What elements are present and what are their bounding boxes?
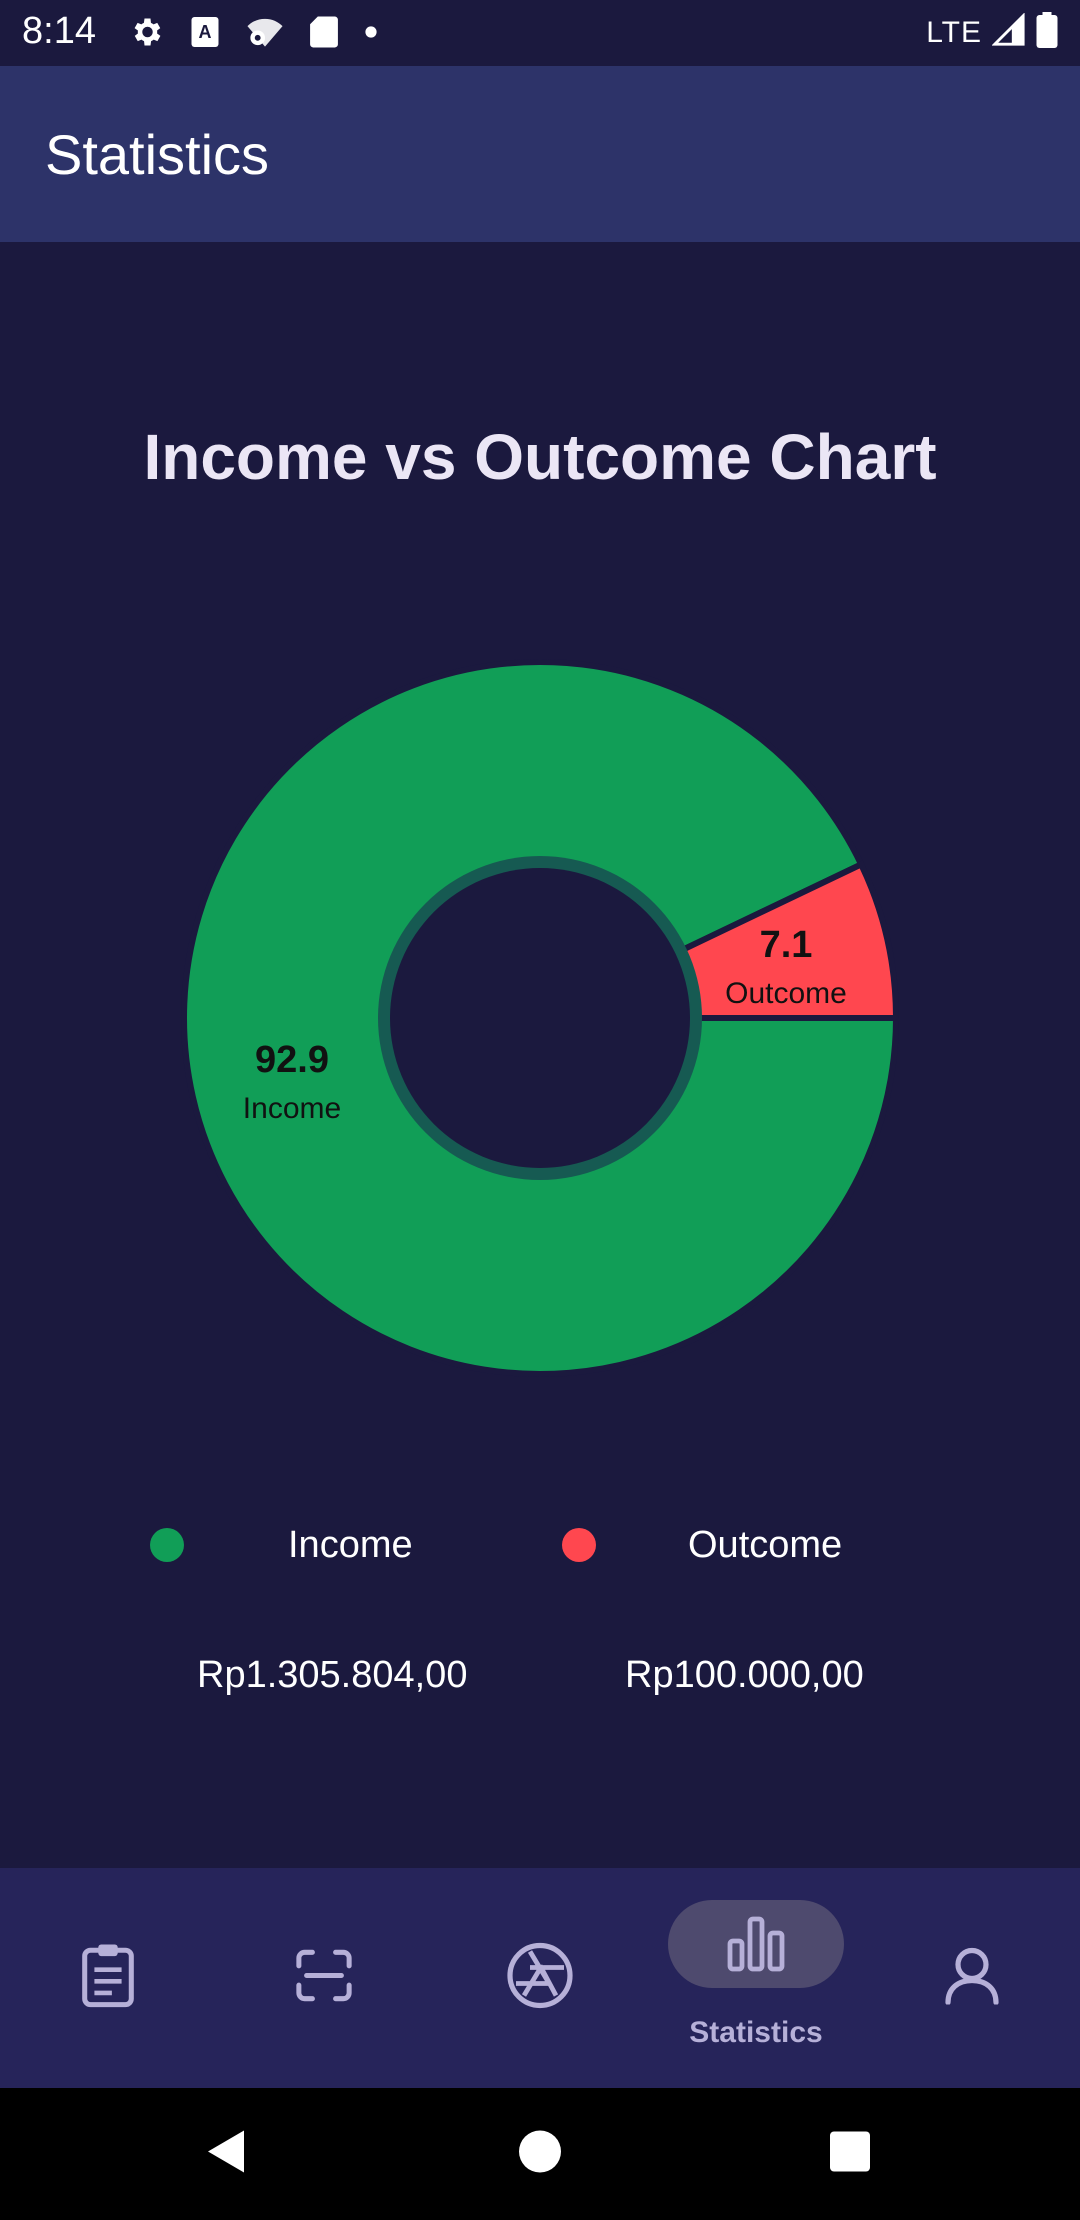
svg-text:A: A <box>199 22 212 42</box>
donut-chart[interactable]: 92.9 Income 7.1 Outcome <box>0 640 1080 1380</box>
wifi-gear-icon <box>246 15 284 49</box>
bottom-navigation: Statistics <box>0 1868 1080 2088</box>
legend-income-dot <box>150 1528 184 1562</box>
income-amount: Rp1.305.804,00 <box>197 1654 468 1696</box>
donut-hole <box>390 868 690 1168</box>
back-icon[interactable] <box>206 2129 246 2180</box>
nav-item-profile[interactable] <box>864 1868 1080 2088</box>
outcome-amount: Rp100.000,00 <box>625 1654 864 1696</box>
camera-shutter-icon <box>506 1942 574 2015</box>
slice-label-outcome: Outcome <box>725 977 847 1010</box>
slice-value-income: 92.9 <box>255 1039 329 1081</box>
chart-legend: Income Outcome <box>0 1516 1080 1576</box>
nav-item-camera[interactable] <box>432 1868 648 2088</box>
nav-item-statistics[interactable]: Statistics <box>648 1868 864 2088</box>
home-icon[interactable] <box>519 2130 561 2178</box>
legend-outcome-label: Outcome <box>688 1524 843 1566</box>
slice-value-outcome: 7.1 <box>760 924 813 966</box>
nav-label-statistics: Statistics <box>689 2016 823 2049</box>
bar-chart-icon <box>727 1916 785 1972</box>
network-type: LTE <box>926 15 982 49</box>
scan-icon <box>295 1948 353 2009</box>
recents-icon[interactable] <box>830 2131 870 2177</box>
page-title: Statistics <box>45 123 270 186</box>
dot-icon <box>364 25 378 39</box>
nav-item-notes[interactable] <box>0 1868 216 2088</box>
system-navigation-bar <box>0 2088 1080 2220</box>
app-bar: Statistics <box>0 66 1080 242</box>
nav-active-indicator <box>668 1900 844 1988</box>
gear-icon <box>128 14 164 50</box>
sd-card-icon <box>310 15 338 49</box>
slice-label-income: Income <box>243 1092 341 1125</box>
legend-income-label: Income <box>288 1524 413 1566</box>
legend-outcome-dot <box>562 1528 596 1562</box>
battery-icon <box>1036 12 1058 53</box>
person-icon <box>944 1947 1000 2010</box>
status-time: 8:14 <box>22 10 96 52</box>
chart-title: Income vs Outcome Chart <box>143 421 937 493</box>
nav-item-scan[interactable] <box>216 1868 432 2088</box>
signal-icon <box>991 12 1026 52</box>
text-a-icon: A <box>190 15 220 49</box>
notes-icon <box>80 1943 136 2014</box>
status-bar: 8:14 A LTE <box>0 0 1080 66</box>
